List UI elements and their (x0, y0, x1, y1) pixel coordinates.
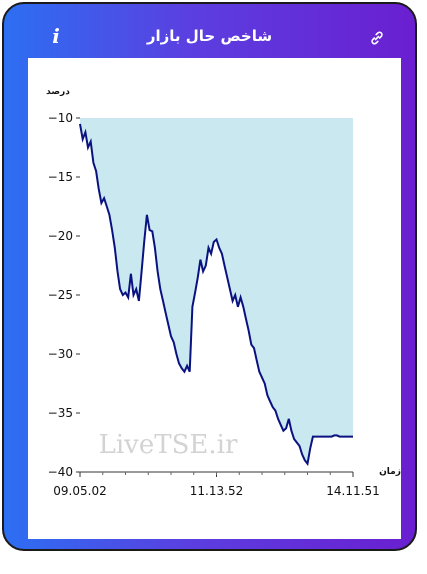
x-tick-label: 11.13.52 (190, 484, 243, 498)
page-title: شاخص حال بازار (146, 27, 273, 45)
chart-series-line (79, 123, 353, 467)
x-tick-label: 14.11.51 (326, 484, 379, 498)
watermark: LiveTSE.ir (99, 430, 238, 460)
y-tick-label: −15 (48, 170, 73, 184)
chart-area-fill (80, 118, 353, 464)
y-axis-label: درصد (46, 87, 70, 97)
y-tick-label: −30 (48, 347, 73, 361)
header-bar: i شاخص حال بازار (4, 4, 415, 54)
y-tick-label: −20 (48, 229, 73, 243)
y-tick-label: −40 (48, 465, 73, 479)
link-icon[interactable] (369, 30, 385, 46)
y-tick-label: −10 (48, 111, 73, 125)
y-tick-label: −35 (48, 406, 73, 420)
y-axis-ticks: −10 −15 −20 −25 −30 −35 −40 (48, 111, 80, 479)
chart-panel: −10 −15 −20 −25 −30 −35 −40 09.05.02 11.13.52 14… (28, 58, 401, 539)
x-axis-ticks: 09.05.02 11.13.52 14.11.51 (53, 472, 380, 498)
window-frame: i شاخص حال بازار −10 −15 −20 −25 −30 −35 −40 0… (2, 2, 417, 551)
x-axis-label: زمان (379, 467, 401, 477)
x-tick-label: 09.05.02 (53, 484, 106, 498)
y-tick-label: −25 (48, 288, 73, 302)
info-icon[interactable]: i (52, 24, 60, 48)
line-chart: −10 −15 −20 −25 −30 −35 −40 09.05.02 11.13.52 14… (46, 87, 401, 498)
